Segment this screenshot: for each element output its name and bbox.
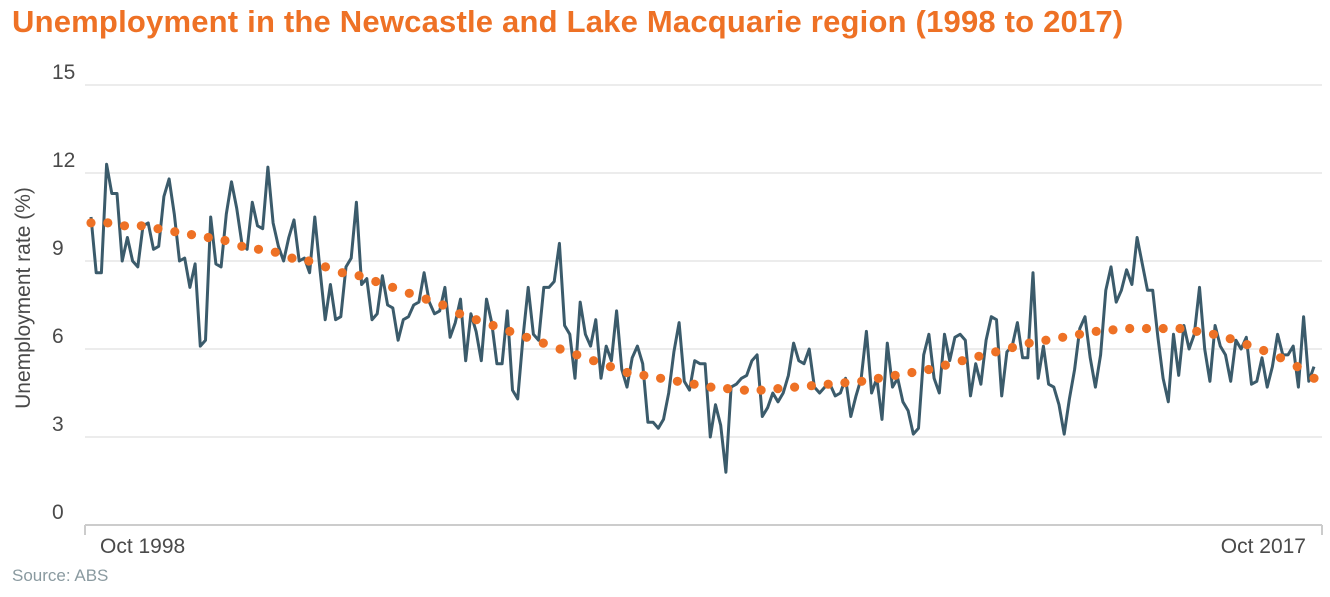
trend-dot: [773, 384, 783, 394]
trend-dot: [404, 288, 414, 298]
trend-dot: [857, 376, 867, 386]
trend-dot: [153, 224, 163, 234]
x-tick-label: Oct 2017: [1221, 535, 1306, 558]
trend-dot: [371, 276, 381, 287]
trend-dot: [974, 351, 984, 361]
unemployment-rate-line: [89, 162, 1316, 474]
trend-dot: [538, 338, 548, 348]
trend-dot: [203, 232, 213, 243]
trend-dot: [806, 381, 817, 391]
trend-dot: [287, 253, 297, 263]
trend-dot: [1041, 335, 1051, 345]
trend-dot: [1074, 329, 1085, 339]
trend-dot: [136, 221, 146, 231]
trend-dot: [756, 385, 766, 395]
trend-dot: [907, 367, 917, 378]
trend-dot: [957, 356, 967, 366]
trend-dot: [1275, 353, 1286, 363]
trend-dot: [237, 241, 247, 251]
chart-title: Unemployment in the Newcastle and Lake M…: [12, 4, 1124, 39]
trend-dot: [186, 230, 197, 240]
x-axis: Oct 1998 Oct 2017: [84, 524, 1323, 558]
trend-dot: [790, 382, 800, 392]
trend-dot: [572, 350, 582, 360]
trend-dot: [270, 247, 280, 257]
trend-dot: [438, 300, 448, 310]
trend-dot: [589, 356, 599, 366]
trend-dot: [1259, 345, 1269, 356]
trend-dot: [1309, 373, 1319, 383]
trend-dot: [940, 360, 951, 370]
trend-dot: [253, 244, 264, 254]
trend-dot: [103, 218, 113, 228]
trend-dot: [388, 282, 398, 292]
trend-dot: [1091, 326, 1101, 336]
trend-dot: [354, 271, 364, 281]
trend-dot: [706, 382, 716, 392]
y-tick-label: 15: [52, 61, 75, 84]
trend-dot: [739, 385, 750, 395]
trend-dot: [1225, 334, 1235, 344]
trend-dot: [220, 235, 230, 246]
trend-dot: [1141, 323, 1152, 334]
y-tick-labels: 0 3 6 9 12 15: [52, 61, 75, 524]
trend-dot: [1125, 323, 1135, 334]
trend-dot: [119, 221, 130, 231]
y-tick-label: 12: [52, 149, 75, 172]
trend-dot: [471, 315, 481, 325]
trend-dots: [86, 218, 1319, 395]
trend-dot: [555, 344, 565, 354]
trend-dot: [823, 379, 833, 389]
trend-dot: [639, 370, 649, 380]
trend-dot: [522, 332, 532, 342]
trend-dot: [1292, 362, 1302, 372]
trend-dot: [672, 376, 683, 386]
y-tick-label: 0: [52, 501, 64, 524]
trend-dot: [170, 227, 180, 237]
y-tick-label: 9: [52, 237, 64, 260]
trend-dot: [656, 373, 666, 383]
trend-dot: [873, 373, 884, 383]
trend-dot: [1108, 325, 1118, 335]
trend-dot: [622, 367, 632, 378]
trend-dot: [605, 362, 616, 372]
trend-dot: [1242, 340, 1252, 350]
trend-dot: [1175, 323, 1185, 334]
trend-dot: [1024, 338, 1034, 348]
trend-dot: [1208, 329, 1219, 339]
trend-dot: [337, 268, 347, 278]
trend-dot: [1058, 332, 1068, 342]
trend-dot: [1007, 342, 1018, 353]
trend-dot: [723, 384, 733, 394]
trend-dot: [421, 294, 431, 304]
trend-dot: [991, 347, 1001, 357]
trend-dot: [689, 379, 699, 389]
y-tick-label: 6: [52, 325, 64, 348]
y-tick-label: 3: [52, 413, 64, 436]
source-note: Source: ABS: [12, 566, 109, 585]
gridlines: [85, 84, 1322, 438]
trend-dot: [1192, 326, 1202, 336]
series-layer: [89, 162, 1316, 474]
trend-dot: [86, 218, 96, 228]
x-tick-label: Oct 1998: [100, 535, 185, 558]
trend-dot: [505, 326, 515, 336]
y-axis-title: Unemployment rate (%): [12, 187, 35, 409]
trend-dot: [455, 309, 465, 319]
trend-dot: [320, 262, 331, 272]
trend-dot: [304, 256, 314, 266]
trend-dot: [890, 370, 900, 380]
trend-dot: [1158, 323, 1168, 334]
trend-dot: [488, 320, 498, 331]
trend-dot: [924, 364, 934, 375]
trend-dot: [840, 378, 850, 388]
